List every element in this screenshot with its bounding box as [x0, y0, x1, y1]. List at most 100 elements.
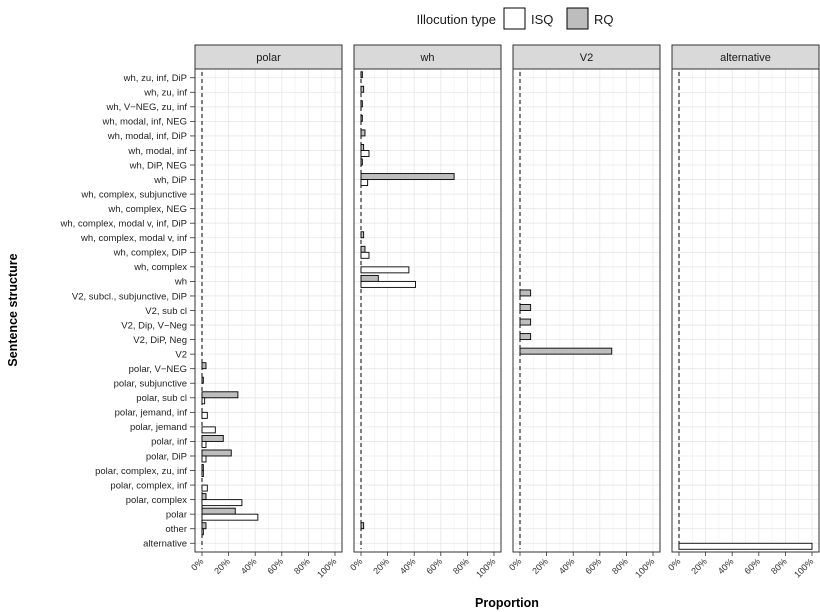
legend-label-isq: ISQ [531, 12, 553, 27]
y-tick-label: polar [166, 509, 187, 520]
y-tick-label: wh, complex, DiP [113, 248, 187, 259]
y-tick-label: V2 [175, 349, 187, 360]
y-tick-label: V2, DiP, Neg [133, 335, 187, 346]
y-tick-label: polar, V−NEG [129, 364, 187, 375]
x-tick-label: 20% [689, 556, 709, 576]
bar-isq [201, 426, 216, 434]
bar-rq [201, 376, 204, 384]
bar-isq [201, 528, 204, 536]
panel-title: alternative [720, 52, 771, 64]
panel-border [194, 68, 343, 553]
y-tick-label: V2, Dip, V−Neg [121, 320, 187, 331]
panel-border [353, 68, 502, 553]
y-tick-label: other [165, 524, 187, 535]
y-tick-label: wh, zu, inf, DiP [123, 73, 187, 84]
bar-rq [360, 85, 365, 93]
bar-isq [201, 455, 207, 463]
x-tick-label: 100% [792, 556, 815, 579]
x-tick-label: 20% [371, 556, 391, 576]
x-tick-label: 80% [610, 556, 630, 576]
y-tick-label: polar, DiP [146, 451, 187, 462]
y-tick-label: wh, zu, inf [143, 88, 187, 99]
y-tick-label: polar, jemand, inf [115, 408, 188, 419]
legend-title: Illocution type [417, 12, 497, 27]
bar-rq [201, 391, 239, 399]
x-tick-label: 0% [189, 556, 205, 572]
y-tick-label: wh [174, 277, 187, 288]
panel-title: polar [256, 52, 281, 64]
bar-isq [360, 251, 370, 259]
bar-isq [201, 499, 243, 507]
x-tick-label: 80% [451, 556, 471, 576]
x-tick-label: 60% [742, 556, 762, 576]
y-tick-label: wh, complex [133, 262, 187, 273]
x-tick-label: 60% [265, 556, 285, 576]
bar-isq [360, 266, 410, 274]
panel-title: V2 [580, 52, 593, 64]
bar-rq [519, 333, 532, 341]
y-tick-label: V2, sub cl [145, 306, 187, 317]
x-tick-label: 40% [239, 556, 259, 576]
panel-border [512, 68, 661, 553]
bar-isq [201, 470, 204, 477]
bar-rq [360, 158, 363, 166]
y-tick-label: wh, DiP, NEG [129, 160, 187, 171]
legend-key-rq [566, 7, 589, 30]
y-tick-label: wh, modal, inf, NEG [102, 117, 187, 128]
panel-title: wh [419, 52, 434, 64]
legend: Illocution type ISQ RQ [417, 7, 614, 30]
x-tick-label: 60% [583, 556, 603, 576]
bar-rq [201, 493, 207, 501]
bar-isq [678, 542, 813, 550]
y-tick-label: V2, subcl., subjunctive, DiP [72, 291, 187, 302]
x-tick-label: 40% [557, 556, 577, 576]
bar-isq [360, 280, 416, 288]
x-tick-label: 0% [666, 556, 682, 572]
bar-rq [201, 522, 207, 530]
bar-rq [519, 289, 532, 297]
x-tick-label: 60% [424, 556, 444, 576]
y-tick-label: wh, DiP [153, 175, 187, 186]
x-tick-label: 100% [633, 556, 656, 579]
panel-3: alternative 0% 20% 40% 60% 80% 100% [666, 44, 820, 580]
legend-key-isq [503, 7, 526, 30]
bar-isq [360, 150, 370, 157]
y-tick-label: polar, subjunctive [114, 379, 187, 390]
x-axis-title: Proportion [475, 596, 539, 610]
x-tick-label: 20% [212, 556, 232, 576]
x-tick-label: 80% [769, 556, 789, 576]
bar-rq [360, 274, 379, 282]
y-tick-label: polar, complex [126, 495, 188, 506]
bar-rq [519, 347, 613, 355]
y-tick-label: polar, inf [151, 437, 187, 448]
x-tick-label: 40% [398, 556, 418, 576]
bar-rq [201, 434, 224, 442]
bar-isq [360, 179, 369, 187]
bar-rq [201, 507, 236, 515]
panel-strip [194, 44, 343, 70]
bar-rq [360, 245, 366, 253]
bar-rq [201, 449, 232, 457]
legend-label-rq: RQ [594, 12, 614, 27]
x-tick-label: 0% [348, 556, 364, 572]
y-tick-label: polar, sub cl [136, 393, 187, 404]
y-tick-label: wh, complex, modal v, inf [80, 233, 187, 244]
bar-rq [201, 464, 204, 471]
y-axis-title: Sentence structure [6, 253, 20, 366]
panel-strip [512, 44, 661, 70]
y-tick-label: polar, jemand [130, 422, 187, 433]
x-tick-label: 40% [716, 556, 736, 576]
bar-rq [519, 304, 532, 311]
y-tick-label: wh, complex, subjunctive [80, 189, 187, 200]
x-tick-label: 100% [474, 556, 497, 579]
x-tick-label: 0% [507, 556, 523, 572]
y-tick-label: polar, complex, inf [110, 480, 187, 491]
bar-isq [201, 513, 259, 521]
bar-rq [360, 129, 366, 137]
panel-1: wh 0% 20% 40% 60% 80% 100% [348, 44, 502, 580]
y-tick-label: wh, V−NEG, zu, inf [105, 102, 187, 113]
bar-isq [201, 440, 207, 448]
x-tick-label: 20% [530, 556, 550, 576]
